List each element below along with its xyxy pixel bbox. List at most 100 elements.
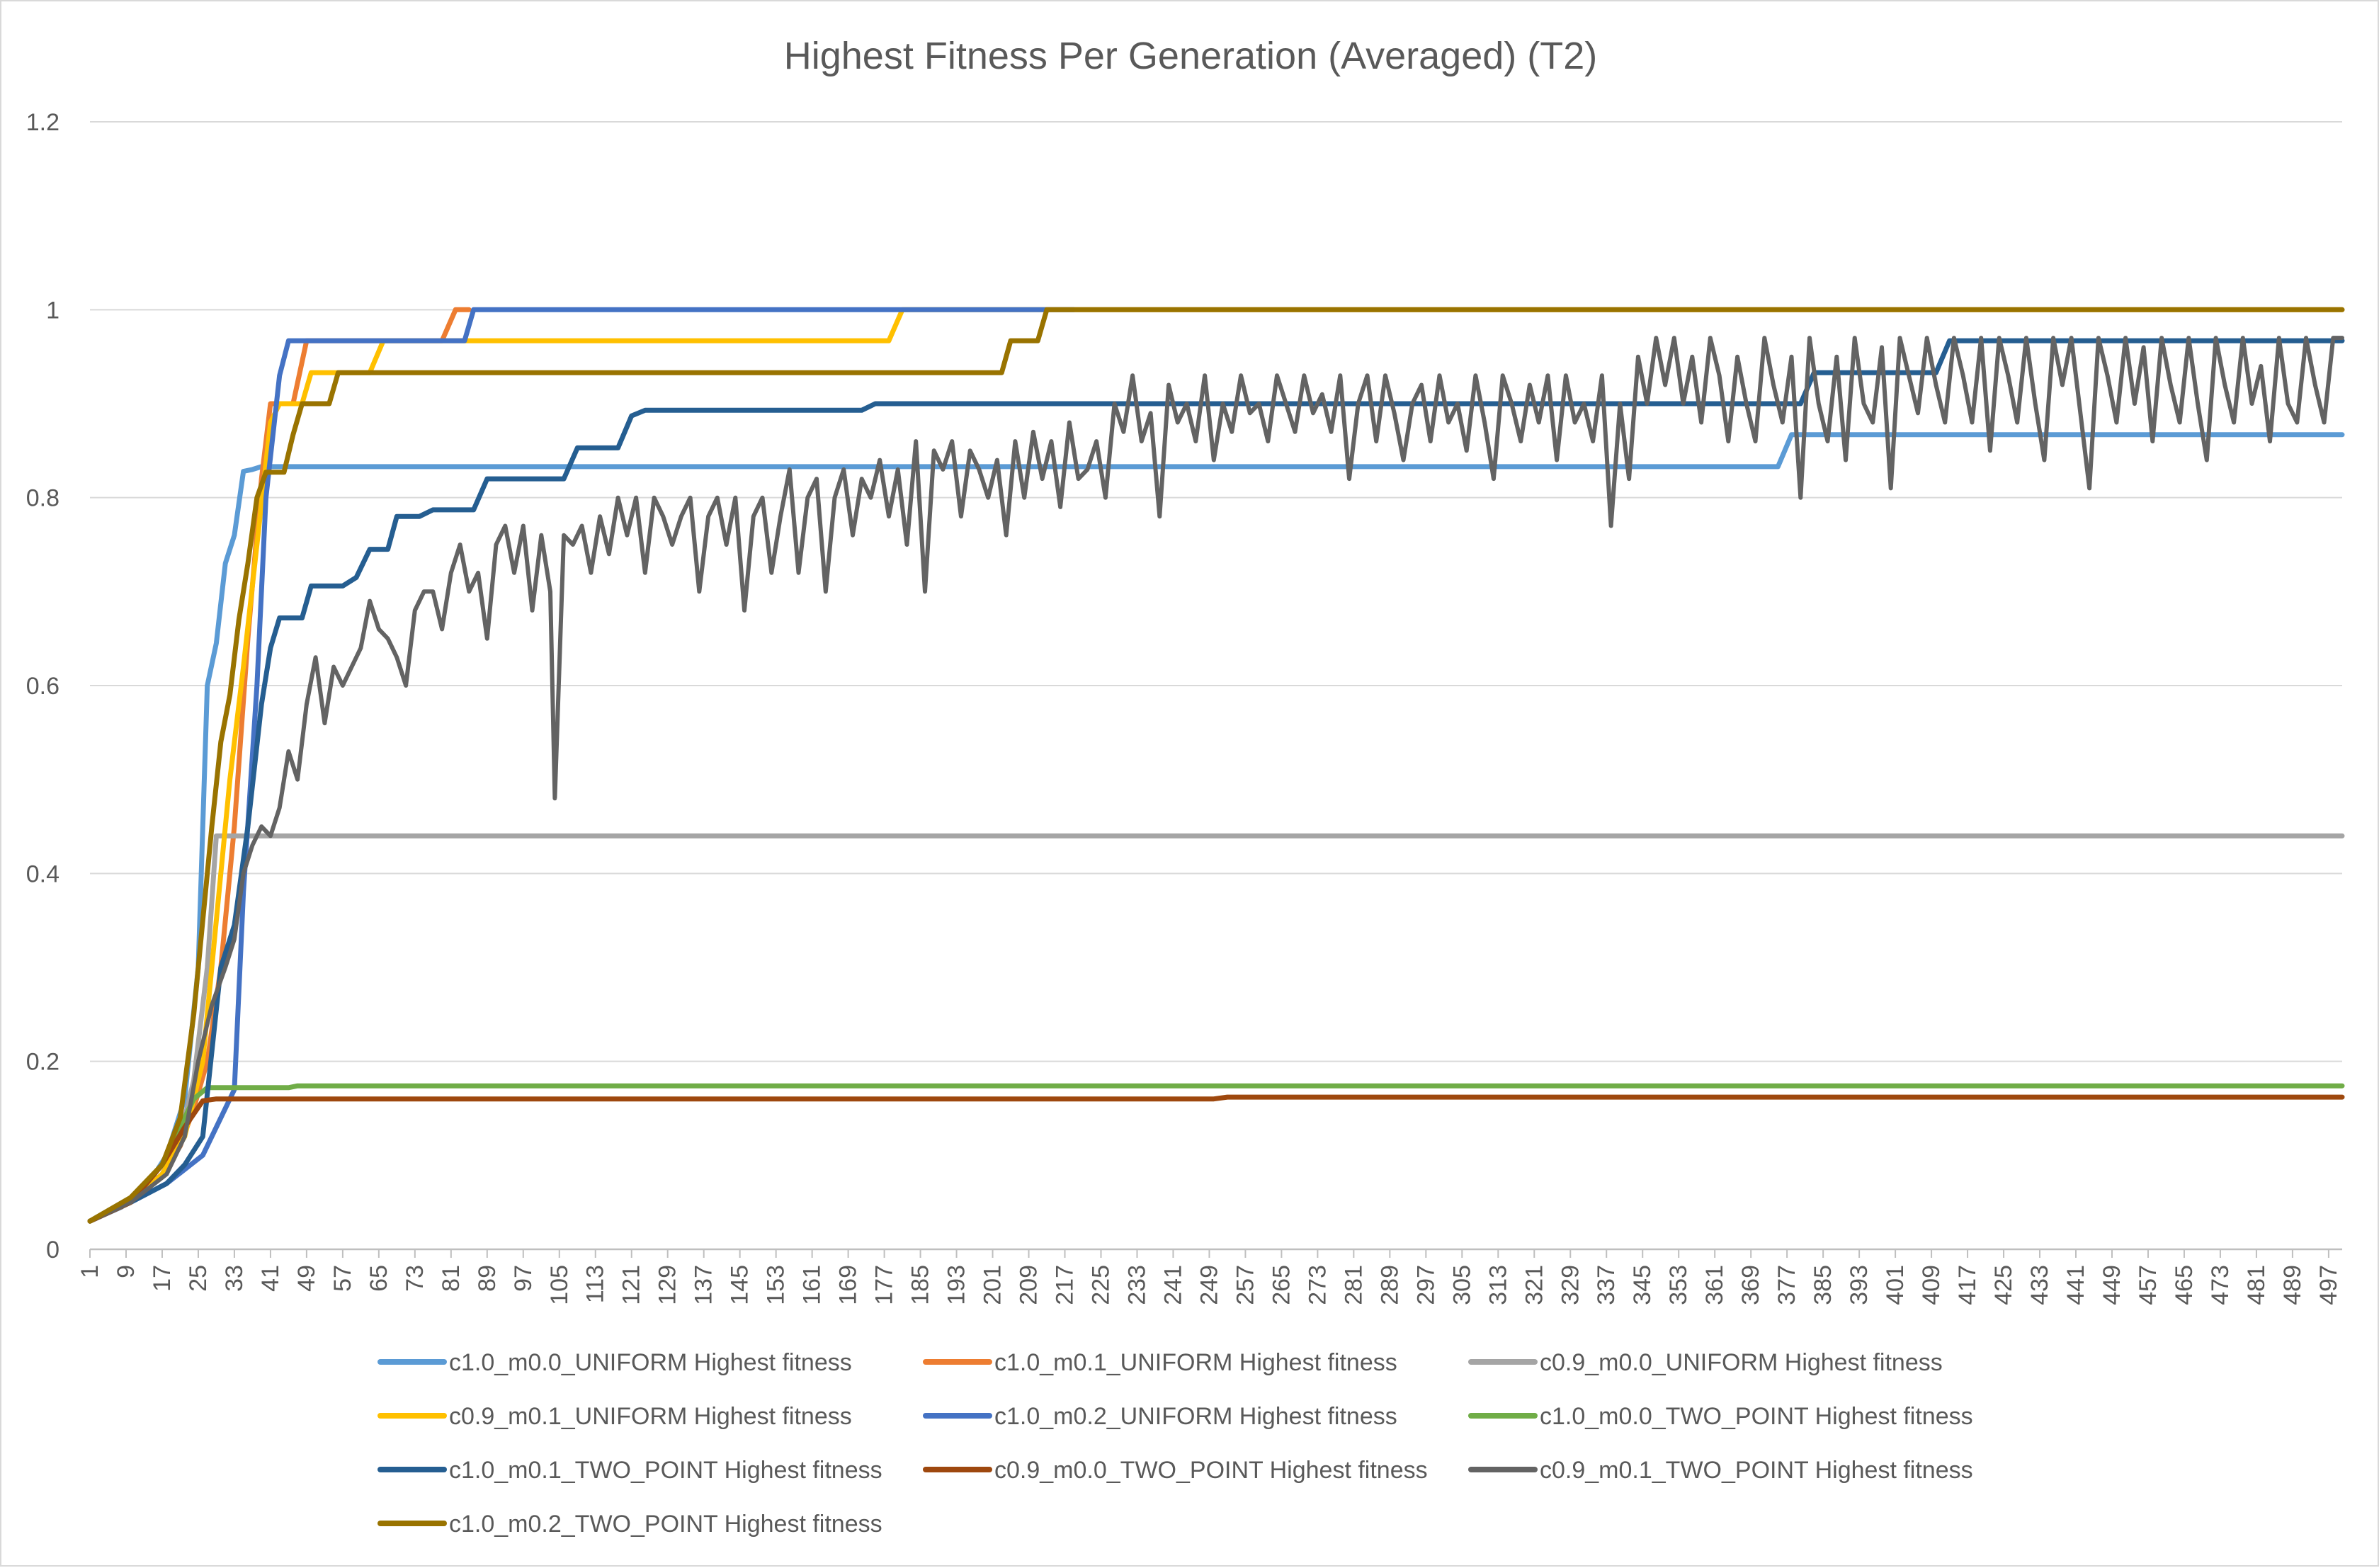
y-tick-label: 0.2 [26,1049,59,1076]
x-tick-label: 1 [76,1265,103,1278]
series-line-2 [87,833,2345,1224]
legend: c1.0_m0.0_UNIFORM Highest fitness c1.0_m0… [377,1349,1973,1538]
legend-label: c1.0_m0.1_TWO_POINT Highest fitness [449,1457,882,1484]
x-tick-label: 457 [2135,1265,2162,1305]
x-tick-label: 441 [2062,1265,2089,1305]
x-tick-label: 273 [1304,1265,1331,1305]
legend-item: c1.0_m0.2_TWO_POINT Highest fitness [377,1511,882,1538]
x-tick-label: 425 [1990,1265,2017,1305]
x-tick-label: 233 [1123,1265,1150,1305]
gridlines [90,121,2342,1251]
x-tick-label: 241 [1159,1265,1186,1305]
series-line-8 [88,336,2344,1224]
chart-title: Highest Fitness Per Generation (Averaged… [784,35,1598,77]
x-tick-label: 81 [438,1265,465,1292]
x-tick-label: 217 [1052,1265,1079,1305]
x-tick-label: 169 [835,1265,862,1305]
legend-item: c1.0_m0.1_UNIFORM Highest fitness [923,1349,1397,1376]
legend-label: c0.9_m0.1_UNIFORM Highest fitness [449,1403,852,1430]
x-tick-label: 473 [2207,1265,2234,1305]
y-tick-label: 0.4 [26,860,59,887]
x-tick-label: 409 [1918,1265,1945,1305]
y-tick-label: 0 [46,1237,59,1263]
x-tick-label: 449 [2099,1265,2125,1305]
x-tick-label: 41 [257,1265,284,1292]
x-tick-label: 465 [2171,1265,2198,1305]
x-tick-label: 17 [149,1265,176,1292]
x-tick-label: 361 [1701,1265,1728,1305]
y-tick-label: 1 [46,297,59,324]
series-lines [87,307,2345,1224]
x-tick-label: 313 [1484,1265,1511,1305]
x-tick-label: 105 [546,1265,573,1305]
x-tick-label: 97 [510,1265,537,1292]
legend-item: c1.0_m0.0_TWO_POINT Highest fitness [1468,1403,1973,1430]
x-tick-label: 57 [329,1265,356,1292]
legend-item: c1.0_m0.2_UNIFORM Highest fitness [923,1403,1397,1430]
x-tick-label: 345 [1629,1265,1656,1305]
x-tick-label: 297 [1412,1265,1439,1305]
x-tick-label: 33 [221,1265,248,1292]
x-tick-label: 249 [1196,1265,1222,1305]
legend-item: c1.0_m0.0_UNIFORM Highest fitness [377,1349,852,1376]
x-tick-label: 9 [113,1265,140,1278]
x-tick-label: 497 [2315,1265,2342,1305]
legend-label: c0.9_m0.1_TWO_POINT Highest fitness [1540,1457,1973,1484]
x-tick-label: 201 [980,1265,1006,1305]
legend-item: c1.0_m0.1_TWO_POINT Highest fitness [377,1457,882,1484]
x-tick-label: 177 [871,1265,898,1305]
x-tick-label: 369 [1737,1265,1764,1305]
x-tick-label: 433 [2026,1265,2053,1305]
legend-label: c0.9_m0.0_TWO_POINT Highest fitness [994,1457,1428,1484]
legend-item: c0.9_m0.0_TWO_POINT Highest fitness [923,1457,1428,1484]
x-tick-label: 113 [582,1265,609,1303]
x-tick-label: 193 [943,1265,970,1305]
legend-label: c1.0_m0.0_UNIFORM Highest fitness [449,1349,852,1376]
x-tick-label: 161 [799,1265,826,1305]
x-tick-label: 337 [1593,1265,1620,1305]
series-line-9 [87,307,2345,1224]
x-tick-label: 185 [907,1265,934,1305]
x-tick-label: 329 [1557,1265,1584,1305]
x-tick-label: 281 [1340,1265,1367,1305]
series-line-5 [87,1083,2345,1224]
y-tick-label: 0.6 [26,673,59,700]
x-tick-label: 289 [1376,1265,1403,1305]
x-tick-label: 481 [2243,1265,2270,1305]
x-tick-label: 65 [365,1265,392,1292]
x-tick-label: 401 [1882,1265,1909,1305]
x-tick-label: 49 [293,1265,320,1292]
x-tick-label: 209 [1016,1265,1043,1305]
x-tick-label: 153 [763,1265,790,1305]
x-axis-ticks: 1 9 17 25 33 41 49 57 65 73 81 89 97 105 113 121 129 137 1… [76,1249,2342,1305]
x-tick-label: 417 [1954,1265,1981,1305]
x-tick-label: 257 [1232,1265,1259,1305]
x-tick-label: 385 [1810,1265,1836,1305]
x-tick-label: 321 [1521,1265,1548,1305]
x-tick-label: 25 [185,1265,212,1292]
x-tick-label: 489 [2279,1265,2306,1305]
series-line-6 [87,338,2345,1224]
legend-label: c1.0_m0.2_UNIFORM Highest fitness [994,1403,1397,1430]
x-tick-label: 393 [1846,1265,1873,1305]
x-tick-label: 137 [691,1265,717,1305]
series-line-7 [87,1094,2345,1224]
x-tick-label: 129 [654,1265,681,1305]
legend-label: c0.9_m0.0_UNIFORM Highest fitness [1540,1349,1943,1376]
legend-item: c0.9_m0.1_UNIFORM Highest fitness [377,1403,852,1430]
x-tick-label: 377 [1773,1265,1800,1305]
y-tick-label: 0.8 [26,485,59,512]
x-tick-label: 265 [1268,1265,1295,1305]
series-line-0 [87,432,2345,1224]
legend-item: c0.9_m0.0_UNIFORM Highest fitness [1468,1349,1943,1376]
x-tick-label: 73 [402,1265,428,1292]
x-tick-label: 145 [727,1265,754,1305]
legend-label: c1.0_m0.1_UNIFORM Highest fitness [994,1349,1397,1376]
y-tick-label: 1.2 [26,109,59,136]
x-tick-label: 305 [1448,1265,1475,1305]
y-axis-ticks: 0 0.2 0.4 0.6 0.8 1 1.2 [26,109,59,1263]
x-tick-label: 89 [474,1265,501,1292]
legend-item: c0.9_m0.1_TWO_POINT Highest fitness [1468,1457,1973,1484]
